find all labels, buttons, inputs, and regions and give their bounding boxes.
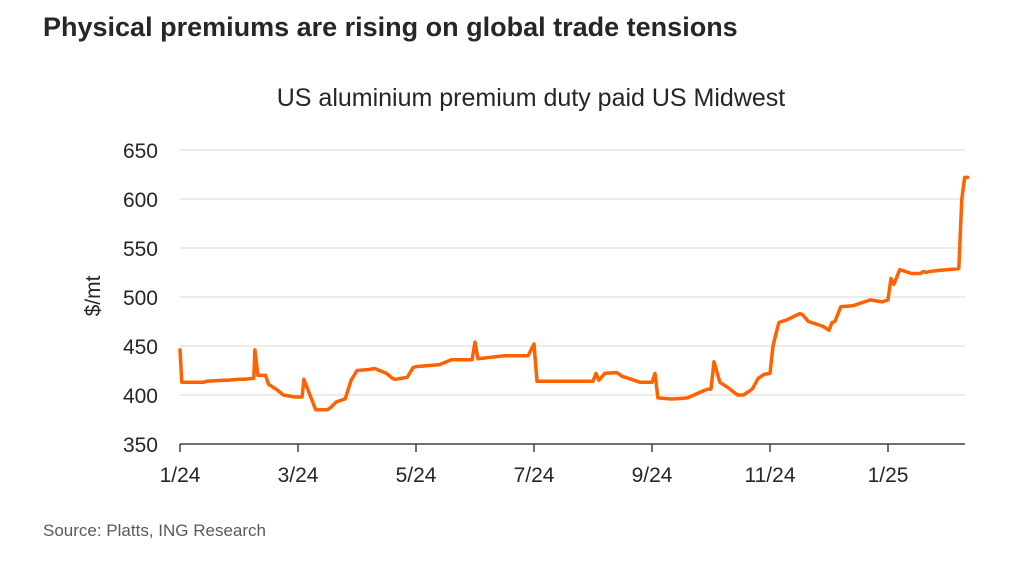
chart-title: US aluminium premium duty paid US Midwes…: [277, 84, 786, 112]
x-tick-label: 3/24: [278, 464, 319, 487]
y-tick-label: 450: [123, 336, 158, 359]
x-tick-label: 1/25: [868, 464, 909, 487]
y-tick-label: 400: [123, 385, 158, 408]
x-tick-label: 9/24: [632, 464, 673, 487]
x-tick-label: 11/24: [745, 464, 796, 487]
x-tick-label: 7/24: [514, 464, 555, 487]
gridlines: [180, 149, 965, 396]
y-axis-ticks: 350 400 450 500 550 600 650: [123, 140, 158, 457]
series-layer: [178, 175, 970, 412]
series-line: [178, 175, 970, 412]
y-axis-label: $/mt: [82, 275, 105, 316]
x-tick-label: 5/24: [396, 464, 437, 487]
y-tick-label: 350: [123, 434, 158, 457]
y-tick-label: 500: [123, 287, 158, 310]
y-tick-label: 550: [123, 238, 158, 261]
source-note: Source: Platts, ING Research: [43, 521, 266, 540]
y-tick-label: 600: [123, 189, 158, 212]
page-headline: Physical premiums are rising on global t…: [43, 12, 738, 42]
x-axis: 1/24 3/24 5/24 7/24 9/24 11/24 1/25: [160, 443, 965, 487]
x-tick-label: 1/24: [160, 464, 201, 487]
y-tick-label: 650: [123, 140, 158, 163]
